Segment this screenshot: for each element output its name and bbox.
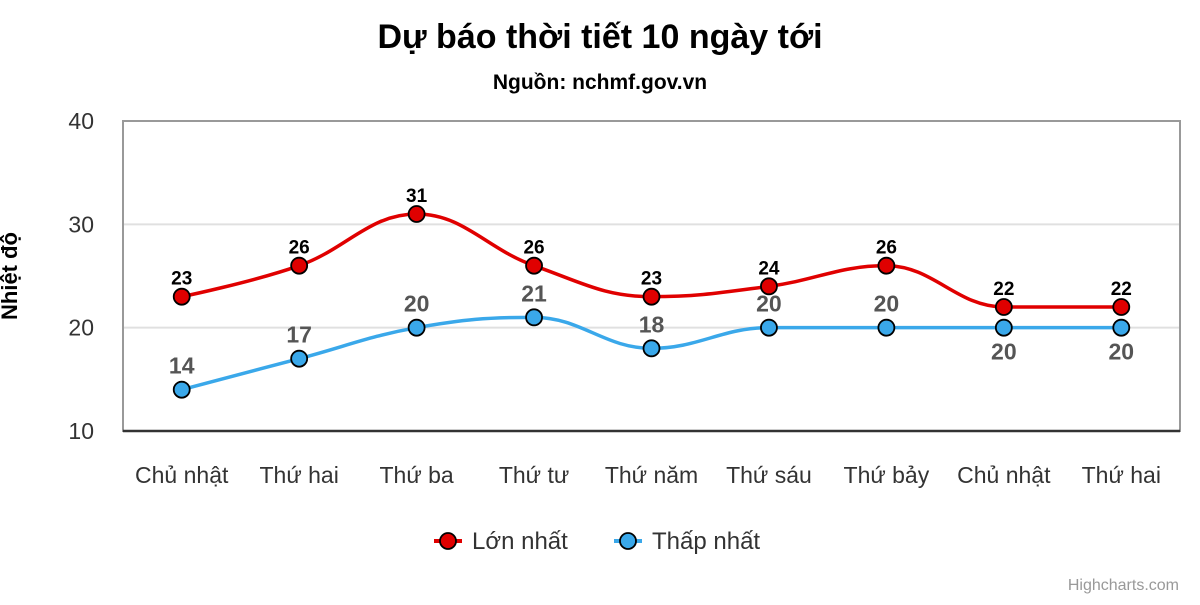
data-label: 23 (641, 269, 662, 290)
y-tick-label: 20 (68, 315, 94, 341)
data-label: 26 (876, 238, 897, 259)
chart-subtitle: Nguồn: nchmf.gov.vn (493, 71, 707, 94)
legend-item-0[interactable]: Lớn nhất (434, 528, 568, 555)
data-label: 18 (639, 311, 665, 337)
data-point (642, 287, 661, 306)
data-label: 14 (169, 353, 195, 379)
x-tick-label: Thứ ba (380, 462, 454, 488)
x-tick-label: Thứ bảy (844, 462, 930, 488)
legend: Lớn nhất Thấp nhất (434, 528, 760, 555)
data-label: 20 (1108, 339, 1134, 365)
data-label: 22 (1111, 279, 1132, 300)
data-point (525, 308, 543, 327)
x-tick-label: Thứ tư (499, 462, 569, 488)
data-label: 20 (756, 291, 782, 317)
x-tick-label: Chủ nhật (957, 462, 1051, 488)
data-point (290, 256, 309, 275)
data-point (760, 318, 778, 337)
data-point (172, 287, 191, 306)
data-point (290, 349, 309, 368)
legend-item-1[interactable]: Thấp nhất (614, 528, 760, 555)
data-point (407, 205, 426, 223)
series-0: 23 26 31 26 23 24 26 22 22 (171, 186, 1132, 316)
x-axis-ticks: Chủ nhật Thứ hai Thứ ba Thứ tư Thứ năm Thứ sá… (135, 462, 1161, 488)
legend-marker-icon (619, 532, 637, 550)
y-axis-title: Nhiệt độ (0, 232, 22, 320)
data-point (877, 318, 896, 337)
legend-label: Lớn nhất (472, 528, 568, 555)
series-layer: 23 26 31 26 23 24 26 22 22 14 17 20 21 18 20 20 20 20 (169, 186, 1134, 399)
data-point (877, 256, 896, 275)
data-label: 20 (874, 291, 900, 317)
data-point (172, 380, 191, 399)
data-label: 26 (289, 238, 310, 259)
data-label: 23 (171, 269, 192, 290)
data-label: 20 (404, 291, 430, 317)
data-point (994, 318, 1013, 337)
chart-title: Dự báo thời tiết 10 ngày tới (377, 18, 822, 56)
data-point (994, 298, 1013, 316)
data-label: 24 (758, 258, 780, 279)
y-tick-label: 40 (68, 108, 94, 134)
data-label: 22 (993, 279, 1014, 300)
data-label: 21 (521, 280, 547, 306)
data-label: 17 (286, 322, 312, 348)
x-tick-label: Thứ sáu (726, 462, 812, 488)
x-tick-label: Thứ năm (605, 462, 698, 488)
data-point (760, 277, 778, 296)
credits-link[interactable]: Highcharts.com (1068, 577, 1179, 594)
data-label: 20 (991, 339, 1017, 365)
legend-label: Thấp nhất (652, 528, 760, 555)
x-tick-label: Chủ nhật (135, 462, 229, 488)
x-tick-label: Thứ hai (1082, 462, 1161, 488)
legend-marker-icon (439, 532, 457, 550)
data-point (525, 256, 543, 275)
y-tick-label: 30 (68, 211, 94, 237)
x-tick-label: Thứ hai (260, 462, 339, 488)
series-1: 14 17 20 21 18 20 20 20 20 (169, 280, 1134, 399)
data-point (1112, 298, 1131, 316)
y-tick-label: 10 (68, 418, 94, 444)
data-label: 26 (523, 238, 544, 259)
data-point (407, 318, 426, 337)
data-point (1112, 318, 1131, 337)
data-label: 31 (406, 186, 428, 207)
data-point (642, 339, 661, 358)
y-axis-ticks: 10 20 30 40 (68, 108, 94, 444)
